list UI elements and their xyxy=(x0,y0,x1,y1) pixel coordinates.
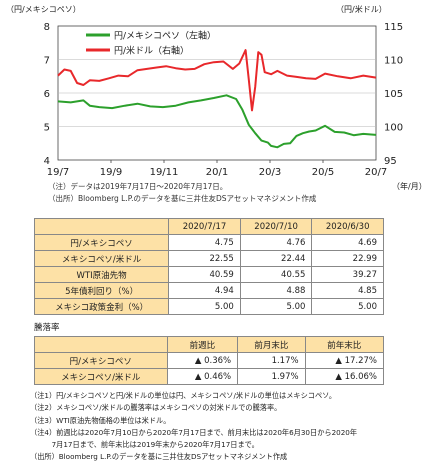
table-cell: 40.59 xyxy=(168,266,241,283)
table-cell: 1.97% xyxy=(237,368,306,385)
table-header-cell xyxy=(34,336,168,353)
chart-source: （出所）Bloomberg L.P.のデータを基に三井住友DSアセットマネジメン… xyxy=(48,194,317,203)
change-rate-title: 騰落率 xyxy=(34,323,60,333)
right-unit-label: （円/米ドル） xyxy=(336,4,387,14)
market-data-table: 2020/7/17 2020/7/10 2020/6/30 円/メキシコペソ 4… xyxy=(33,218,384,315)
table-cell: 4.94 xyxy=(168,282,241,299)
table-header-cell: 2020/7/17 xyxy=(168,218,241,235)
table-cell: 4.85 xyxy=(311,282,384,299)
footnotes: （注1）円/メキシコペソと円/米ドルの単位は円、メキシコペソ/米ドルの単位はメキ… xyxy=(30,390,425,464)
table-cell: ▲ 16.06% xyxy=(304,368,385,385)
x-tick-label: 19/9 xyxy=(100,167,122,178)
series-group xyxy=(57,49,377,149)
table-cell: 5.00 xyxy=(311,298,384,315)
left-axis: 4 5 6 7 8 xyxy=(44,22,50,167)
x-tick-label: 19/7 xyxy=(47,167,69,178)
y-right-tick-label: 105 xyxy=(384,89,403,100)
y-right-tick-label: 100 xyxy=(384,123,403,134)
table-cell: ▲ 0.36% xyxy=(166,352,239,369)
table-header-row: 前週比 前月末比 前年末比 xyxy=(34,336,385,353)
x-tick-label: 19/11 xyxy=(150,167,179,178)
y-right-tick-label: 110 xyxy=(384,56,403,67)
x-tick-label: 20/3 xyxy=(259,167,281,178)
table-cell: ▲ 17.27% xyxy=(304,352,385,369)
table-row: メキシコペソ/米ドル 22.55 22.44 22.99 xyxy=(33,250,384,267)
row-label: 円/メキシコペソ xyxy=(33,234,170,251)
table-cell: 5.00 xyxy=(239,298,313,315)
table-header-cell: 2020/7/10 xyxy=(239,218,313,235)
change-rate-table: 前週比 前月末比 前年末比 円/メキシコペソ ▲ 0.36% 1.17% ▲ 1… xyxy=(34,336,385,385)
table-cell: 40.55 xyxy=(239,266,313,283)
footnote: （出所）Bloomberg L.P.のデータを基に三井住友DSアセットマネジメン… xyxy=(30,452,288,462)
table-cell: 1.17% xyxy=(237,352,306,369)
row-label: メキシコペソ/米ドル xyxy=(33,250,170,267)
table-cell: 4.88 xyxy=(239,282,313,299)
footnote: （注4）前週比は2020年7月10日から2020年7月17日まで、前月末比は20… xyxy=(30,427,358,437)
series-line-mxn xyxy=(57,94,377,149)
row-label: メキシコ政策金利（%） xyxy=(33,298,170,315)
table-header-row: 2020/7/17 2020/7/10 2020/6/30 xyxy=(33,218,384,235)
footnote: （注2）メキシコペソ/米ドルの騰落率はメキシコペソの対米ドルでの騰落率。 xyxy=(30,403,282,413)
table-header-cell xyxy=(33,218,170,235)
table-cell: 4.69 xyxy=(311,234,384,251)
table-row: メキシコペソ/米ドル ▲ 0.46% 1.97% ▲ 16.06% xyxy=(34,368,385,385)
y-right-tick-label: 95 xyxy=(384,156,397,167)
series-line-usd xyxy=(57,49,377,112)
table-cell: 5.00 xyxy=(168,298,241,315)
y-left-tick-label: 5 xyxy=(44,123,50,134)
table-cell: 22.55 xyxy=(168,250,241,267)
x-tick-label: 20/5 xyxy=(312,167,334,178)
legend-label-mxn: 円/メキシコペソ（左軸） xyxy=(114,30,216,42)
x-tick-label: 20/1 xyxy=(206,167,228,178)
table-cell: 4.75 xyxy=(168,234,241,251)
table-row: 円/メキシコペソ 4.75 4.76 4.69 xyxy=(33,234,384,251)
table-header-cell: 2020/6/30 xyxy=(311,218,384,235)
table-row: メキシコ政策金利（%） 5.00 5.00 5.00 xyxy=(33,298,384,315)
row-label: 5年債利回り（%） xyxy=(33,282,170,299)
table-row: 5年債利回り（%） 4.94 4.88 4.85 xyxy=(33,282,384,299)
chart-note: （注）データは2019年7月17日～2020年7月17日。 xyxy=(48,182,228,191)
table-cell: ▲ 0.46% xyxy=(166,368,239,385)
x-unit-label: （年/月） xyxy=(392,181,427,191)
y-right-tick-label: 115 xyxy=(384,22,403,33)
exchange-rate-chart: 4 5 6 7 8 95 100 105 110 115 19/7 19/9 19/11 20/1 20… xyxy=(6,4,427,191)
y-left-tick-label: 8 xyxy=(44,22,50,33)
table-cell: 22.44 xyxy=(239,250,313,267)
table-row: WTI原油先物 40.59 40.55 39.27 xyxy=(33,266,384,283)
table-cell: 22.99 xyxy=(311,250,384,267)
row-label: 円/メキシコペソ xyxy=(34,352,168,369)
footnote: （注3）WTI原油先物価格の単位は米ドル。 xyxy=(30,415,171,425)
footnote: 7月17日まで、前年末比は2019年末から2020年7月17日まで。 xyxy=(30,440,259,450)
table-row: 円/メキシコペソ ▲ 0.36% 1.17% ▲ 17.27% xyxy=(34,352,385,369)
legend: 円/メキシコペソ（左軸） 円/米ドル（右軸） xyxy=(86,30,216,57)
y-left-tick-label: 6 xyxy=(44,89,50,100)
table-header-cell: 前年末比 xyxy=(304,336,385,353)
y-left-tick-label: 7 xyxy=(44,56,50,67)
footnote: （注1）円/メキシコペソと円/米ドルの単位は円、メキシコペソ/米ドルの単位はメキ… xyxy=(30,391,337,400)
legend-label-usd: 円/米ドル（右軸） xyxy=(114,45,189,57)
table-header-cell: 前月末比 xyxy=(237,336,306,353)
table-header-cell: 前週比 xyxy=(166,336,239,353)
table-cell: 4.76 xyxy=(239,234,313,251)
left-unit-label: （円/メキシコペソ） xyxy=(6,5,81,14)
x-tick-label: 20/7 xyxy=(365,167,387,178)
right-axis: 95 100 105 110 115 xyxy=(384,22,403,167)
row-label: WTI原油先物 xyxy=(33,266,170,283)
table-cell: 39.27 xyxy=(311,266,384,283)
x-axis: 19/7 19/9 19/11 20/1 20/3 20/5 20/7 xyxy=(47,160,387,178)
row-label: メキシコペソ/米ドル xyxy=(34,368,168,385)
y-left-tick-label: 4 xyxy=(44,156,50,167)
